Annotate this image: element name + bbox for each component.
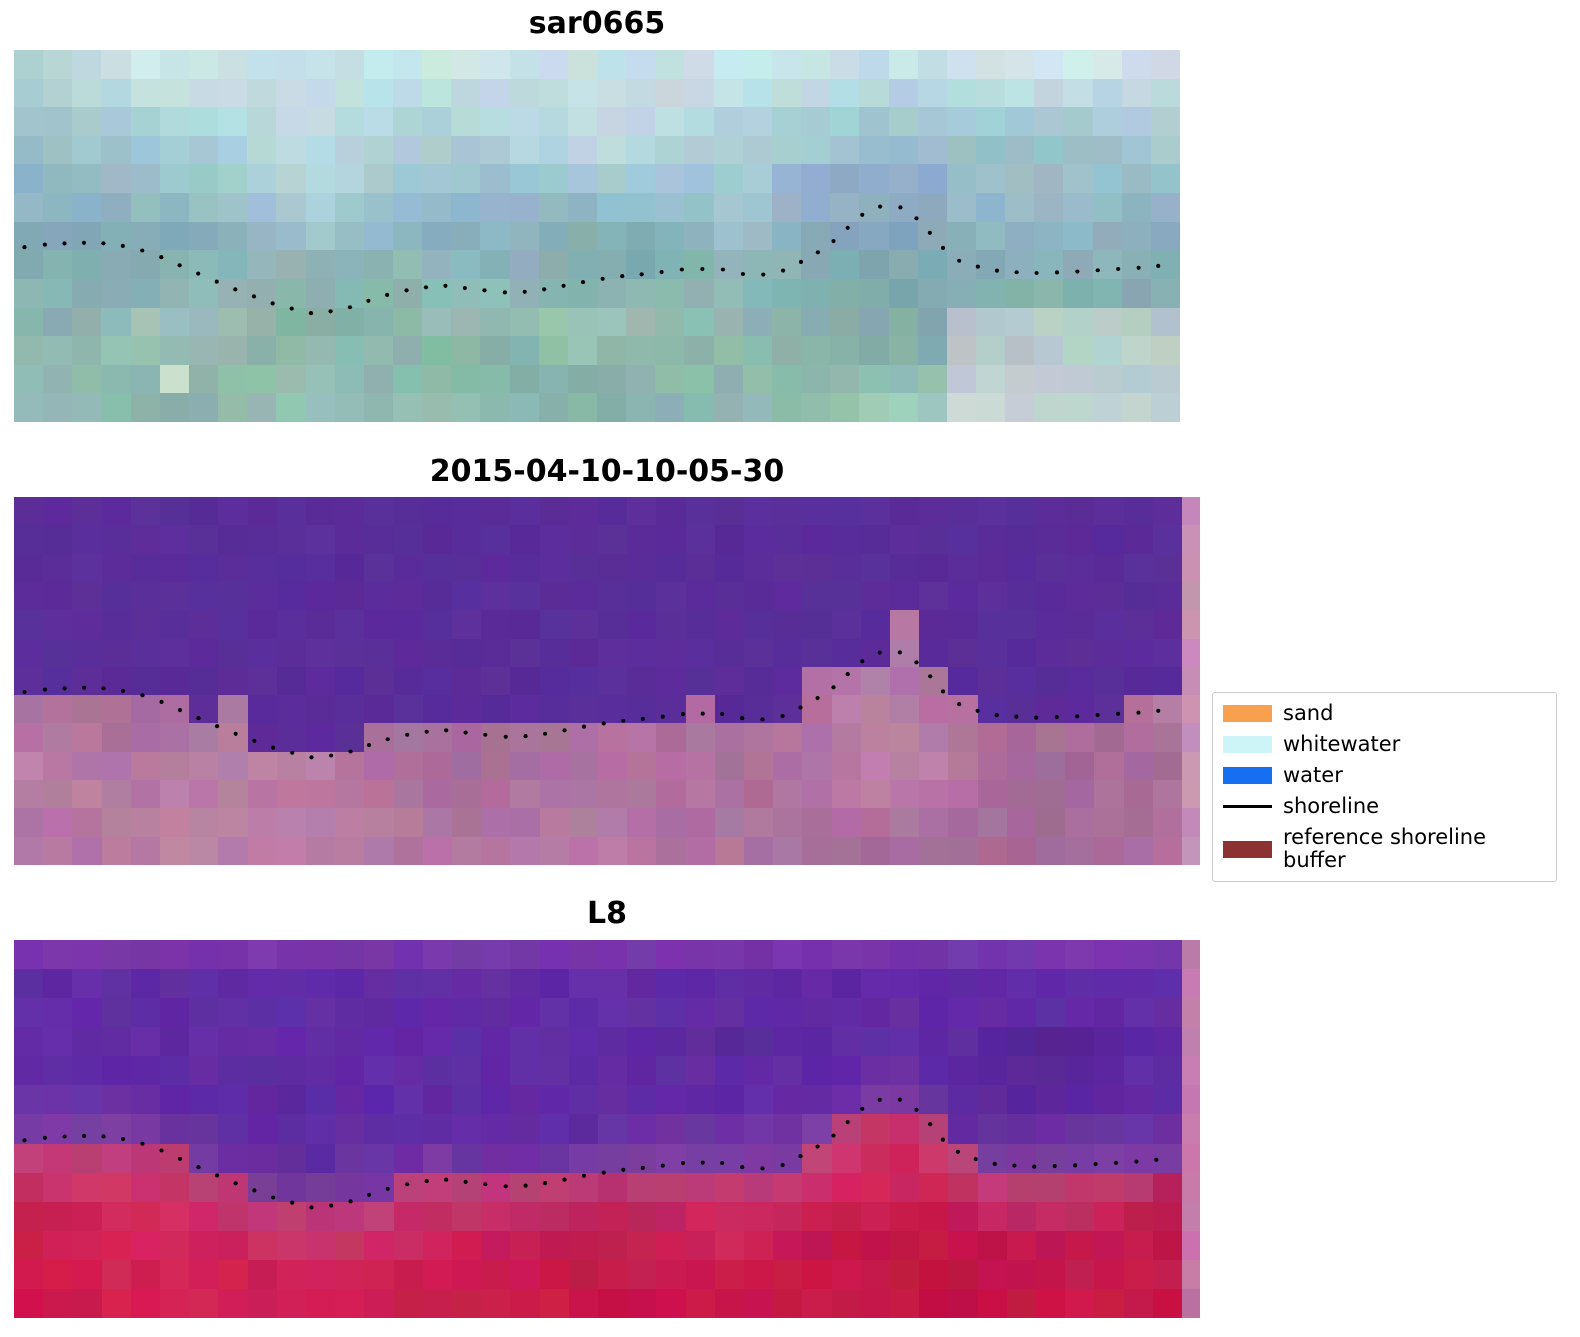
reference-buffer-swatch [1223, 840, 1272, 858]
legend-item-shoreline: shoreline [1223, 795, 1546, 818]
whitewater-swatch [1223, 736, 1272, 753]
l8-image [14, 940, 1200, 1318]
panel-title-sar: sar0665 [528, 6, 666, 41]
legend: sand whitewater water shoreline referenc… [1212, 692, 1557, 882]
legend-item-whitewater: whitewater [1223, 733, 1546, 756]
panel-title-l8: L8 [587, 896, 627, 931]
legend-item-water: water [1223, 764, 1546, 787]
legend-label-sand: sand [1283, 701, 1334, 725]
sand-swatch [1223, 705, 1272, 722]
legend-label-reference-buffer: reference shoreline buffer [1283, 825, 1487, 872]
water-swatch [1223, 767, 1272, 784]
classified-image [14, 497, 1200, 865]
legend-label-whitewater: whitewater [1283, 732, 1401, 756]
panel-title-classified: 2015-04-10-10-05-30 [429, 454, 785, 489]
shoreline-line-swatch [1223, 805, 1272, 808]
legend-label-water: water [1283, 763, 1343, 787]
legend-item-sand: sand [1223, 702, 1546, 725]
sar-image [14, 50, 1180, 422]
legend-item-reference-buffer: reference shoreline buffer [1223, 826, 1546, 872]
legend-label-shoreline: shoreline [1283, 794, 1380, 818]
